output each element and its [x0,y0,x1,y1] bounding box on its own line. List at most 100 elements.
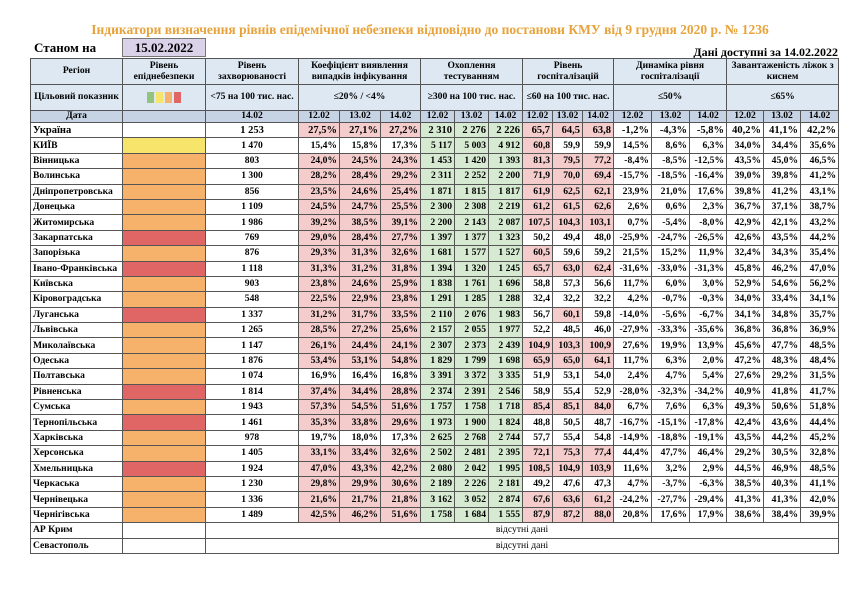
level-cell [122,306,206,324]
value: 42,1% [763,214,802,231]
value: -0,7% [651,291,691,308]
level-cell [122,121,206,139]
target: ≤65% [726,84,840,111]
value: 62,4 [582,260,615,277]
column-header: Рівень захворюваності [205,58,299,85]
value: 32,8% [800,445,840,462]
value: 44,2% [800,229,840,247]
value: 2 307 [420,337,456,354]
value: 17,3% [379,137,422,154]
value: 1 871 [420,183,456,200]
level-cell [122,322,206,339]
value: 33,4% [339,445,381,462]
value: 2 252 [454,168,490,185]
value: 47,0% [298,460,340,477]
value: 24,7% [339,198,381,216]
value: 51,9 [522,368,554,385]
value: 5 003 [454,137,490,154]
no-data: відсутні дані [204,522,840,539]
value: 2 502 [420,445,456,462]
data-row: Севастополь відсутні дані [30,537,840,554]
value: 48,5 [552,322,584,339]
level-swatch [174,92,181,103]
value: 2 200 [420,214,456,231]
value: 60,1 [552,306,584,324]
value: -15,1% [651,414,691,431]
region: КИЇВ [30,137,123,154]
value: 26,1% [298,337,340,354]
value: 29,3% [298,245,340,262]
value: -12,5% [689,152,728,170]
value: 40,2% [726,121,765,139]
value: 2 300 [420,198,456,216]
value: 52,2 [522,322,554,339]
value: 2 546 [488,383,524,401]
value: 33,8% [339,414,381,431]
value: 47,6 [552,475,584,493]
value: 63,0 [552,260,584,277]
value: 104,9 [522,337,554,354]
value: -6,7% [689,306,728,324]
region: Чернігівська [30,506,123,524]
value: 38,7% [800,198,840,216]
value: -18,8% [651,429,691,447]
value: 24,1% [379,337,422,354]
value: 769 [205,229,299,247]
data-row: Україна 1 253 27,5% 27,1% 27,2% 2 310 2 276 2 2… [30,121,840,139]
value: 33,1% [298,445,340,462]
value: -35,6% [689,322,728,339]
value: 2 226 [454,475,490,493]
value: 1 118 [205,260,299,277]
value: 27,5% [298,121,340,139]
value: 41,1% [800,475,840,493]
value: 40,9% [726,383,765,401]
value: 39,9% [800,506,840,524]
value: 23,9% [613,183,653,200]
value: 1 336 [205,491,299,508]
value: 28,2% [298,168,340,185]
data-row: Хмельницька 1 924 47,0% 43,3% 42,2% 2 080 2 04… [30,460,840,477]
level-cell [122,399,206,416]
value: 39,2% [298,214,340,231]
value: 16,4% [339,368,381,385]
region: Тернопільська [30,414,123,431]
value: 34,1% [726,306,765,324]
data-row: Харківська 978 19,7% 18,0% 17,3% 2 625 2 768 2 … [30,429,840,447]
target: <75 на 100 тис. нас. [205,84,299,111]
value: 1 337 [205,306,299,324]
value: 63,6 [552,491,584,508]
data-row: Тернопільська 1 461 35,3% 33,8% 29,6% 1 973 1 … [30,414,840,431]
data-row: Донецька 1 109 24,5% 24,7% 25,5% 2 300 2 308 2 … [30,198,840,216]
date-cell [122,110,206,123]
value: 11,6% [613,460,653,477]
data-row: Житомирська 1 986 39,2% 38,5% 39,1% 2 200 2 14… [30,214,840,231]
level-cell [122,414,206,431]
value: 59,8 [582,306,615,324]
value: 2,9% [689,460,728,477]
value: 21,6% [298,491,340,508]
value: -8,4% [613,152,653,170]
date: 14.02 [582,110,615,123]
date: 14.02 [689,110,728,123]
value: 62,5 [552,183,584,200]
value: 42,9% [726,214,765,231]
level-cell [122,152,206,170]
value: 31,2% [298,306,340,324]
region: Донецька [30,198,123,216]
value: 25,6% [379,322,422,339]
value: 4,7% [651,368,691,385]
value: 38,6% [726,506,765,524]
region: Волинська [30,168,123,185]
value: 53,1% [339,352,381,370]
value: 1 838 [420,275,456,293]
value: 42,5% [298,506,340,524]
value: 1 109 [205,198,299,216]
level-cell [122,168,206,185]
value: 81,3 [522,152,554,170]
value: 48,7 [582,414,615,431]
data-row: Сумська 1 943 57,3% 54,5% 51,6% 1 757 1 758 1 7… [30,399,840,416]
value: -6,3% [689,475,728,493]
value: 1 718 [488,399,524,416]
value: 64,5 [552,121,584,139]
value: 1 876 [205,352,299,370]
